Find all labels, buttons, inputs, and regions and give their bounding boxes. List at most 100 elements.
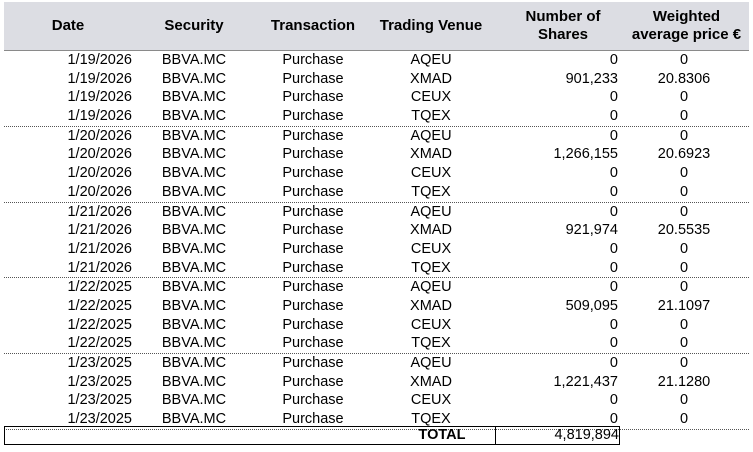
cell-price: 0 <box>679 411 689 428</box>
cell-price: 0 <box>679 203 689 220</box>
cell-shares: 0 <box>609 355 618 371</box>
table-row: 1/21/2026 BBVA.MC Purchase TQEX 0 0 <box>4 259 749 278</box>
cell-security: BBVA.MC <box>161 316 227 333</box>
transactions-table: Date Security Transaction Trading Venue … <box>4 2 749 430</box>
cell-shares: 0 <box>609 108 618 125</box>
table-row: 1/23/2025 BBVA.MC Purchase CEUX 0 0 <box>4 391 749 410</box>
table-row: 1/22/2025 BBVA.MC Purchase TQEX 0 0 <box>4 334 749 353</box>
cell-shares: 901,233 <box>565 70 618 87</box>
cell-date: 1/19/2026 <box>67 89 132 106</box>
cell-shares: 0 <box>609 183 618 200</box>
cell-security: BBVA.MC <box>161 89 227 106</box>
cell-price: 0 <box>679 316 689 333</box>
cell-shares: 0 <box>609 127 618 144</box>
cell-security: BBVA.MC <box>161 203 227 220</box>
cell-venue: TQEX <box>411 183 451 200</box>
cell-venue: CEUX <box>410 392 452 409</box>
header-date: Date <box>4 2 132 50</box>
table-row: 1/21/2026 BBVA.MC Purchase AQEU 0 0 <box>4 203 749 222</box>
header-price-line1: Weighted <box>652 8 721 25</box>
header-price-line2: average price € <box>631 26 742 43</box>
cell-security: BBVA.MC <box>161 279 227 296</box>
table-row: 1/19/2026 BBVA.MC Purchase CEUX 0 0 <box>4 88 749 107</box>
total-divider <box>495 427 496 444</box>
cell-price: 0 <box>679 259 689 276</box>
cell-venue: CEUX <box>410 165 452 182</box>
cell-venue: CEUX <box>410 89 452 106</box>
cell-venue: AQEU <box>410 355 452 371</box>
cell-transaction: Purchase <box>282 355 344 371</box>
cell-venue: TQEX <box>411 259 451 276</box>
header-transaction-label: Transaction <box>270 17 356 34</box>
cell-venue: TQEX <box>411 411 451 428</box>
header-shares: Number of Shares <box>504 2 622 50</box>
cell-shares: 509,095 <box>565 297 618 314</box>
cell-venue: AQEU <box>410 127 452 144</box>
header-venue: Trading Venue <box>370 2 492 50</box>
cell-transaction: Purchase <box>282 127 344 144</box>
cell-shares: 0 <box>609 335 618 352</box>
cell-price: 21.1280 <box>657 373 711 390</box>
table-row: 1/19/2026 BBVA.MC Purchase AQEU 0 0 <box>4 51 749 70</box>
cell-date: 1/21/2026 <box>67 222 132 239</box>
cell-date: 1/21/2026 <box>67 203 132 220</box>
cell-transaction: Purchase <box>282 240 344 257</box>
cell-date: 1/20/2026 <box>67 127 132 144</box>
cell-security: BBVA.MC <box>161 297 227 314</box>
row-group: 1/23/2025 BBVA.MC Purchase AQEU 0 0 1/23/2025 B… <box>4 354 749 430</box>
row-group: 1/22/2025 BBVA.MC Purchase AQEU 0 0 1/22/2025 B… <box>4 278 749 354</box>
cell-price: 0 <box>679 108 689 125</box>
cell-date: 1/19/2026 <box>67 108 132 125</box>
cell-date: 1/21/2026 <box>67 259 132 276</box>
table-row: 1/22/2025 BBVA.MC Purchase XMAD 509,095 21.10… <box>4 297 749 316</box>
cell-date: 1/20/2026 <box>67 183 132 200</box>
header-transaction: Transaction <box>258 2 368 50</box>
table-row: 1/23/2025 BBVA.MC Purchase XMAD 1,221,437 21.… <box>4 373 749 392</box>
cell-shares: 1,221,437 <box>553 373 618 390</box>
table-row: 1/22/2025 BBVA.MC Purchase CEUX 0 0 <box>4 316 749 335</box>
cell-transaction: Purchase <box>282 259 344 276</box>
cell-venue: XMAD <box>410 373 452 390</box>
cell-transaction: Purchase <box>282 165 344 182</box>
cell-venue: AQEU <box>410 203 452 220</box>
cell-transaction: Purchase <box>282 411 344 428</box>
cell-security: BBVA.MC <box>161 240 227 257</box>
cell-shares: 0 <box>609 259 618 276</box>
table-row: 1/21/2026 BBVA.MC Purchase CEUX 0 0 <box>4 240 749 259</box>
cell-security: BBVA.MC <box>161 108 227 125</box>
cell-date: 1/23/2025 <box>67 373 132 390</box>
cell-price: 0 <box>679 127 689 144</box>
cell-shares: 0 <box>609 89 618 106</box>
cell-date: 1/22/2025 <box>67 279 132 296</box>
cell-price: 0 <box>679 335 689 352</box>
table-row: 1/20/2026 BBVA.MC Purchase AQEU 0 0 <box>4 127 749 146</box>
table-body: 1/19/2026 BBVA.MC Purchase AQEU 0 0 1/19/2026 B… <box>4 51 749 430</box>
cell-transaction: Purchase <box>282 392 344 409</box>
cell-transaction: Purchase <box>282 70 344 87</box>
cell-date: 1/20/2026 <box>67 146 132 163</box>
cell-price: 0 <box>679 355 689 371</box>
cell-date: 1/22/2025 <box>67 316 132 333</box>
total-value: 4,819,894 <box>554 427 619 443</box>
cell-venue: XMAD <box>410 297 452 314</box>
cell-transaction: Purchase <box>282 183 344 200</box>
cell-security: BBVA.MC <box>161 127 227 144</box>
total-row: TOTAL 4,819,894 <box>4 426 620 445</box>
cell-security: BBVA.MC <box>161 373 227 390</box>
cell-price: 0 <box>679 279 689 296</box>
row-group: 1/20/2026 BBVA.MC Purchase AQEU 0 0 1/20/2026 B… <box>4 127 749 203</box>
cell-transaction: Purchase <box>282 222 344 239</box>
cell-security: BBVA.MC <box>161 222 227 239</box>
cell-date: 1/19/2026 <box>67 52 132 68</box>
cell-security: BBVA.MC <box>161 52 227 68</box>
cell-venue: AQEU <box>410 279 452 296</box>
cell-price: 0 <box>679 392 689 409</box>
table-row: 1/20/2026 BBVA.MC Purchase XMAD 1,266,155 20.… <box>4 145 749 164</box>
cell-security: BBVA.MC <box>161 259 227 276</box>
cell-transaction: Purchase <box>282 373 344 390</box>
cell-shares: 1,266,155 <box>553 146 618 163</box>
cell-venue: TQEX <box>411 335 451 352</box>
cell-price: 0 <box>679 240 689 257</box>
cell-transaction: Purchase <box>282 316 344 333</box>
cell-security: BBVA.MC <box>161 355 227 371</box>
